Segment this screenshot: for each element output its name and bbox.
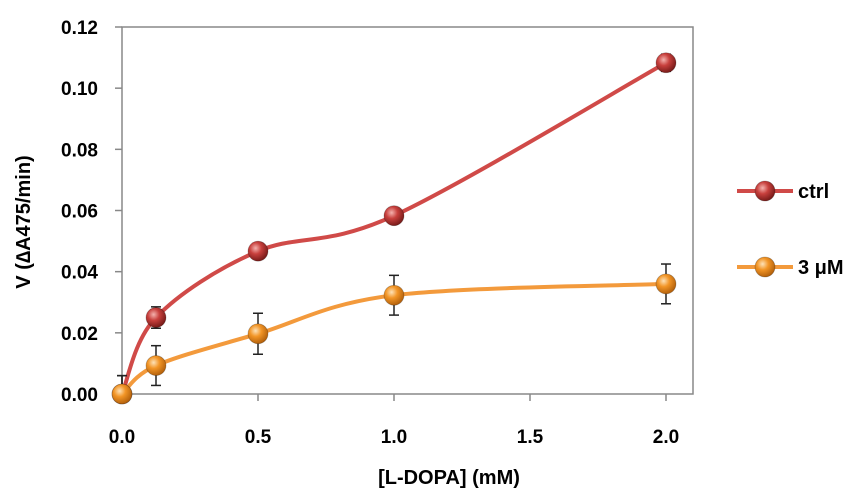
x-tick-label: 0.5 xyxy=(245,427,272,448)
y-tick-label: 0.08 xyxy=(61,140,98,161)
legend-item: ctrl xyxy=(737,180,829,203)
legend-item: 3 μM xyxy=(737,256,844,279)
data-point xyxy=(655,273,677,295)
y-axis: 0.00 0.02 0.04 0.06 0.08 0.10 0.12 xyxy=(61,18,122,406)
series-layer xyxy=(120,60,668,396)
data-point xyxy=(383,205,405,227)
x-tick-label: 1.5 xyxy=(517,427,544,448)
legend-marker xyxy=(754,256,776,278)
data-point xyxy=(145,307,167,328)
y-tick-label: 0.02 xyxy=(61,324,98,345)
x-tick-label: 1.0 xyxy=(381,427,407,448)
x-tick-label: 0.0 xyxy=(109,427,135,448)
x-axis: 0.0 0.5 1.0 1.5 2.0 xyxy=(109,394,679,448)
series-line-0 xyxy=(120,60,668,396)
data-point xyxy=(247,240,269,262)
data-point xyxy=(655,52,677,74)
legend: ctrl 3 μM xyxy=(737,180,844,279)
x-axis-title: [L-DOPA] (mM) xyxy=(378,467,520,488)
y-tick-label: 0.00 xyxy=(61,385,98,406)
data-point xyxy=(145,355,167,376)
y-tick-label: 0.10 xyxy=(61,79,98,100)
y-tick-label: 0.04 xyxy=(61,263,98,284)
y-axis-title: V (∆A475/min) xyxy=(13,155,35,288)
legend-marker xyxy=(754,180,776,202)
data-point xyxy=(247,323,269,345)
data-point xyxy=(111,383,133,405)
y-tick-label: 0.06 xyxy=(61,202,98,223)
marker-layer xyxy=(111,52,677,405)
legend-label: ctrl xyxy=(798,181,829,203)
data-point xyxy=(383,284,405,306)
x-tick-label: 2.0 xyxy=(653,427,679,448)
legend-label: 3 μM xyxy=(798,257,844,279)
y-tick-label: 0.12 xyxy=(61,18,98,39)
